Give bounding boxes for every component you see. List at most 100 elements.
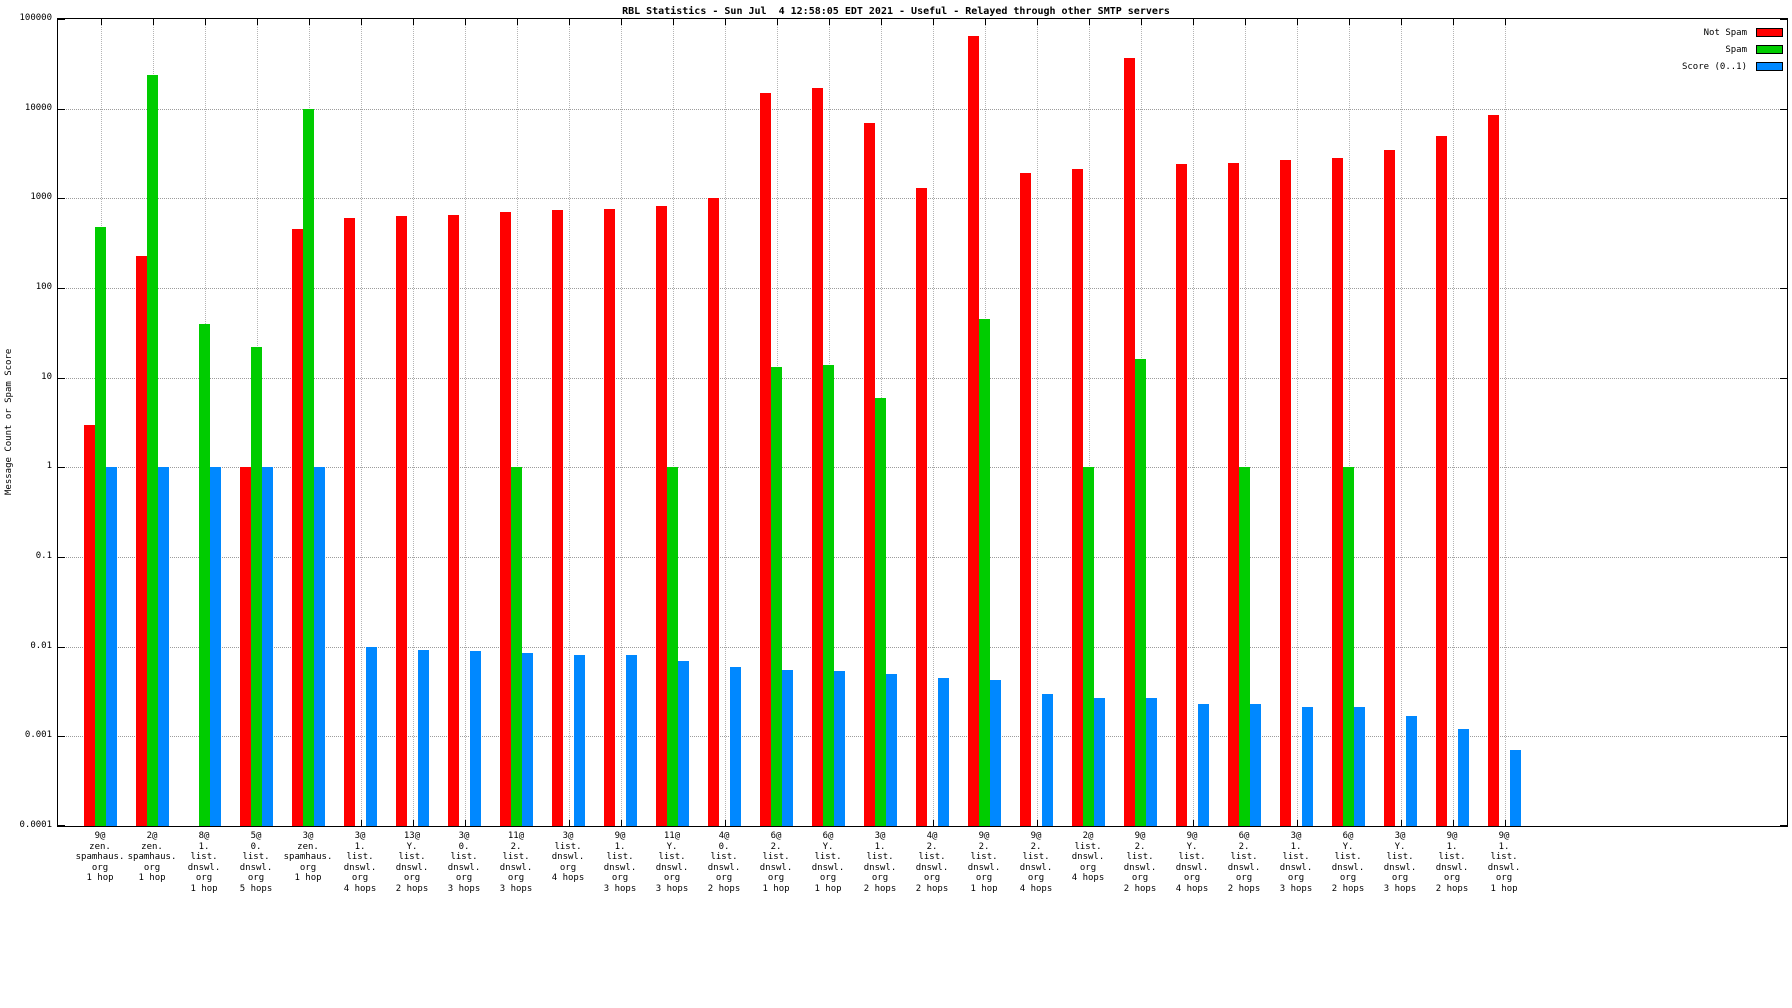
bar-score-0-1 — [522, 653, 533, 826]
bar-not-spam — [240, 467, 251, 826]
x-tick-label: 2@ list. dnswl. org 4 hops — [1071, 831, 1105, 883]
y-tick-mark — [1780, 19, 1787, 20]
y-tick-label: 100000 — [19, 13, 52, 23]
x-tick-mark — [933, 820, 934, 826]
bar-not-spam — [968, 35, 979, 826]
y-tick-mark — [1780, 825, 1787, 826]
x-tick-mark — [153, 19, 154, 25]
bar-not-spam — [708, 198, 719, 826]
chart-title: RBL Statistics - Sun Jul 4 12:58:05 EDT … — [622, 6, 1170, 17]
bar-spam — [875, 397, 886, 826]
x-tick-mark — [621, 19, 622, 25]
x-tick-mark — [465, 19, 466, 25]
x-tick-label: 2@ zen. spamhaus. org 1 hop — [127, 831, 177, 883]
y-tick-mark — [1780, 288, 1787, 289]
x-tick-mark — [465, 820, 466, 826]
gridline-vertical — [1401, 19, 1402, 826]
bar-spam — [303, 108, 314, 826]
y-tick-mark — [58, 108, 65, 110]
bar-spam — [199, 323, 210, 826]
bar-not-spam — [1436, 135, 1447, 826]
x-tick-label: 9@ zen. spamhaus. org 1 hop — [75, 831, 125, 883]
bar-not-spam — [1280, 159, 1291, 826]
x-tick-mark — [1089, 19, 1090, 25]
bar-not-spam — [1228, 162, 1239, 826]
legend-swatch — [1756, 28, 1783, 37]
bar-score-0-1 — [730, 666, 741, 826]
bar-score-0-1 — [1302, 707, 1313, 826]
x-tick-mark — [1037, 19, 1038, 25]
bar-score-0-1 — [1250, 703, 1261, 826]
y-tick-label: 0.01 — [30, 640, 52, 651]
x-tick-mark — [1505, 820, 1506, 826]
bar-score-0-1 — [834, 671, 845, 826]
x-tick-label: 9@ 2. list. dnswl. org 4 hops — [1019, 831, 1053, 894]
y-tick-mark — [58, 377, 65, 379]
bar-spam — [1135, 359, 1146, 826]
gridline-vertical — [1037, 19, 1038, 826]
x-tick-mark — [881, 19, 882, 25]
gridline-vertical — [1089, 19, 1090, 826]
y-tick-mark — [1780, 377, 1787, 379]
legend-label: Score (0..1) — [1681, 61, 1747, 72]
y-tick-mark — [1780, 108, 1787, 110]
x-tick-mark — [101, 19, 102, 25]
bar-not-spam — [396, 216, 407, 826]
y-tick-mark — [1780, 736, 1787, 738]
bar-not-spam — [1384, 149, 1395, 826]
y-tick-mark — [58, 19, 65, 20]
bar-score-0-1 — [574, 655, 585, 826]
bar-score-0-1 — [1354, 707, 1365, 826]
x-tick-label: 9@ 1. list. dnswl. org 1 hop — [1487, 831, 1521, 894]
x-tick-label: 13@ Y. list. dnswl. org 2 hops — [395, 831, 429, 894]
legend-label: Spam — [1725, 44, 1747, 55]
x-tick-label: 6@ 2. list. dnswl. org 1 hop — [759, 831, 793, 894]
x-tick-mark — [1193, 820, 1194, 826]
x-tick-label: 3@ zen. spamhaus. org 1 hop — [283, 831, 333, 883]
bar-spam — [95, 226, 106, 826]
gridline-vertical — [1349, 19, 1350, 826]
x-tick-label: 8@ 1. list. dnswl. org 1 hop — [187, 831, 221, 894]
bar-not-spam — [1124, 57, 1135, 826]
gridline-vertical — [1193, 19, 1194, 826]
x-tick-label: 3@ 1. list. dnswl. org 2 hops — [863, 831, 897, 894]
gridline-vertical — [1505, 19, 1506, 826]
y-tick-label: 0.001 — [24, 730, 52, 741]
bar-score-0-1 — [106, 467, 117, 826]
bar-spam — [979, 319, 990, 826]
bar-score-0-1 — [1510, 750, 1521, 826]
x-tick-label: 3@ Y. list. dnswl. org 3 hops — [1383, 831, 1417, 894]
x-tick-mark — [1453, 19, 1454, 25]
x-tick-mark — [361, 820, 362, 826]
bar-spam — [1083, 467, 1094, 826]
bar-score-0-1 — [262, 467, 273, 826]
bar-not-spam — [760, 92, 771, 826]
bar-spam — [251, 347, 262, 826]
plot-area — [57, 18, 1788, 827]
x-tick-mark — [725, 820, 726, 826]
y-tick-mark — [58, 467, 65, 469]
bar-score-0-1 — [314, 467, 325, 826]
bar-not-spam — [344, 218, 355, 826]
y-tick-mark — [58, 198, 65, 200]
x-tick-mark — [1141, 19, 1142, 25]
x-tick-label: 4@ 2. list. dnswl. org 2 hops — [915, 831, 949, 894]
legend-item: Not Spam — [1682, 24, 1783, 41]
bar-score-0-1 — [470, 650, 481, 826]
gridline-vertical — [517, 19, 518, 826]
bar-not-spam — [136, 255, 147, 826]
bar-score-0-1 — [1094, 697, 1105, 826]
y-tick-label: 0.1 — [35, 551, 52, 561]
bar-not-spam — [84, 424, 95, 826]
bar-not-spam — [1332, 158, 1343, 826]
gridline-vertical — [1453, 19, 1454, 826]
x-tick-label: 9@ 2. list. dnswl. org 2 hops — [1123, 831, 1157, 894]
gridline-vertical — [621, 19, 622, 826]
bar-score-0-1 — [210, 467, 221, 826]
y-tick-mark — [58, 557, 65, 558]
x-tick-mark — [985, 19, 986, 25]
bar-not-spam — [292, 229, 303, 826]
x-tick-label: 9@ 1. list. dnswl. org 2 hops — [1435, 831, 1469, 894]
x-tick-label: 3@ 0. list. dnswl. org 3 hops — [447, 831, 481, 894]
